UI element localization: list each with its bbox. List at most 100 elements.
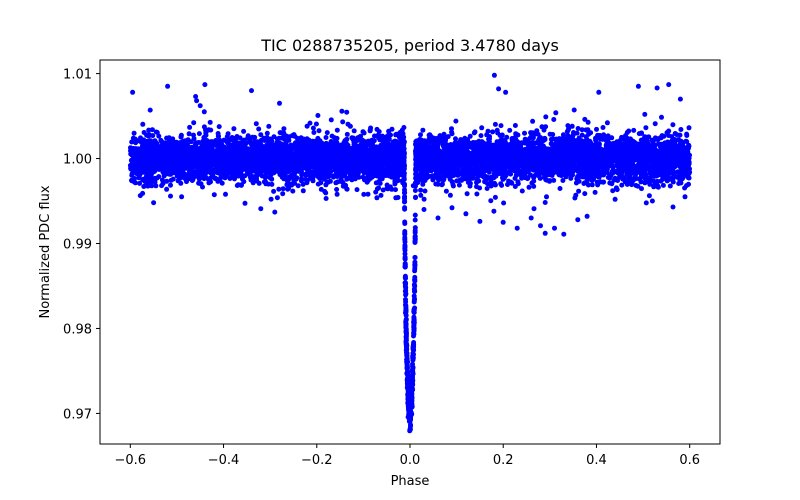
data-point <box>367 128 373 134</box>
data-point <box>147 107 153 113</box>
data-point <box>572 195 578 201</box>
data-point <box>478 133 484 139</box>
data-point <box>332 167 338 173</box>
data-point <box>652 121 658 127</box>
data-point <box>156 174 162 180</box>
data-point <box>196 131 202 137</box>
data-point <box>421 196 427 202</box>
data-point <box>280 191 286 197</box>
data-point <box>642 111 648 117</box>
data-point <box>224 173 230 179</box>
data-point <box>592 189 598 195</box>
data-point <box>191 132 196 138</box>
data-point <box>553 110 559 116</box>
data-point <box>351 128 357 134</box>
data-point <box>443 188 449 194</box>
data-point <box>315 113 321 118</box>
data-point <box>501 200 507 206</box>
data-point <box>145 132 151 138</box>
data-point <box>285 186 291 192</box>
data-point <box>507 127 513 133</box>
data-point <box>550 132 556 137</box>
data-point <box>589 182 595 188</box>
data-point <box>223 191 228 197</box>
data-point <box>168 182 173 188</box>
data-point <box>548 136 554 142</box>
data-point <box>253 121 259 127</box>
data-point <box>159 177 165 183</box>
data-point <box>255 139 260 145</box>
data-point <box>274 195 280 201</box>
data-point <box>485 128 491 134</box>
data-point <box>378 192 384 198</box>
data-point <box>439 181 445 187</box>
data-point <box>281 126 287 132</box>
data-point <box>290 188 296 194</box>
data-point <box>344 109 350 115</box>
data-point <box>542 200 548 205</box>
data-point <box>280 186 286 192</box>
data-point <box>197 103 203 109</box>
data-point <box>316 128 322 134</box>
data-point <box>557 186 563 191</box>
data-point <box>428 139 434 145</box>
data-point <box>334 127 340 133</box>
data-point <box>295 183 301 189</box>
data-point <box>522 175 528 181</box>
data-point <box>188 139 194 145</box>
data-point <box>625 167 631 173</box>
data-point <box>494 127 500 133</box>
data-point <box>560 132 566 138</box>
data-point <box>530 118 536 124</box>
data-point <box>576 188 582 194</box>
data-point <box>488 198 494 204</box>
data-point <box>137 180 143 186</box>
data-point <box>666 133 671 138</box>
data-point <box>560 178 566 183</box>
data-point <box>659 114 664 120</box>
data-point <box>284 182 290 188</box>
data-point <box>168 193 173 199</box>
data-point <box>639 186 644 192</box>
data-point <box>551 177 557 183</box>
data-point <box>283 133 289 139</box>
data-point <box>340 119 346 125</box>
data-point <box>153 129 159 135</box>
data-point <box>684 163 689 169</box>
data-point <box>394 175 400 181</box>
data-point <box>426 132 432 138</box>
data-point <box>207 119 213 125</box>
data-point <box>552 143 558 149</box>
data-point <box>596 170 602 176</box>
data-points <box>127 72 693 434</box>
data-point <box>216 124 222 130</box>
data-point <box>393 187 398 193</box>
data-point <box>519 188 525 194</box>
data-point <box>575 126 581 131</box>
data-point <box>311 130 317 135</box>
data-point <box>420 127 426 133</box>
data-point <box>388 132 393 138</box>
data-point <box>149 127 155 133</box>
data-point <box>323 135 329 140</box>
data-point <box>393 132 399 138</box>
data-point <box>484 186 490 191</box>
data-point <box>418 132 423 138</box>
data-point <box>300 188 306 194</box>
data-point <box>536 173 542 179</box>
data-point <box>186 131 192 137</box>
data-point <box>647 181 653 187</box>
data-point <box>164 186 170 192</box>
data-point <box>586 131 592 137</box>
data-point <box>660 182 666 188</box>
data-point <box>242 200 248 206</box>
data-point <box>525 141 531 147</box>
data-point <box>301 136 306 142</box>
data-point <box>551 117 557 122</box>
data-point <box>486 181 492 187</box>
data-point <box>492 121 498 127</box>
data-point <box>194 98 200 104</box>
data-point <box>499 132 505 138</box>
data-point <box>686 125 692 131</box>
